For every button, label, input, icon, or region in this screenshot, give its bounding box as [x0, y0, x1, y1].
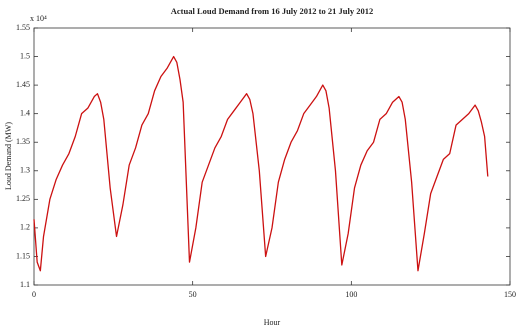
y-tick-label: 1.15 — [16, 251, 30, 260]
y-tick-label: 1.55 — [16, 23, 30, 32]
data-line — [33, 55, 489, 272]
y-multiplier: x 10⁴ — [30, 14, 47, 23]
x-tick-label: 50 — [189, 290, 197, 299]
y-tick-label: 1.45 — [16, 80, 30, 89]
y-axis-label: Loud Demand (MW) — [4, 122, 13, 190]
y-tick-label: 1.5 — [20, 51, 30, 60]
y-tick-label: 1.35 — [16, 137, 30, 146]
y-tick-label: 1.2 — [20, 223, 30, 232]
x-tick-label: 150 — [504, 290, 516, 299]
y-tick-label: 1.25 — [16, 194, 30, 203]
x-axis-label: Hour — [264, 318, 281, 327]
y-tick-label: 1.3 — [20, 166, 30, 175]
y-tick-label: 1.4 — [20, 108, 30, 117]
x-tick-label: 100 — [345, 290, 357, 299]
x-tick-label: 0 — [32, 290, 36, 299]
chart-title: Actual Loud Demand from 16 July 2012 to … — [171, 6, 373, 16]
y-tick-label: 1.1 — [20, 280, 30, 289]
axes-box — [33, 27, 511, 286]
